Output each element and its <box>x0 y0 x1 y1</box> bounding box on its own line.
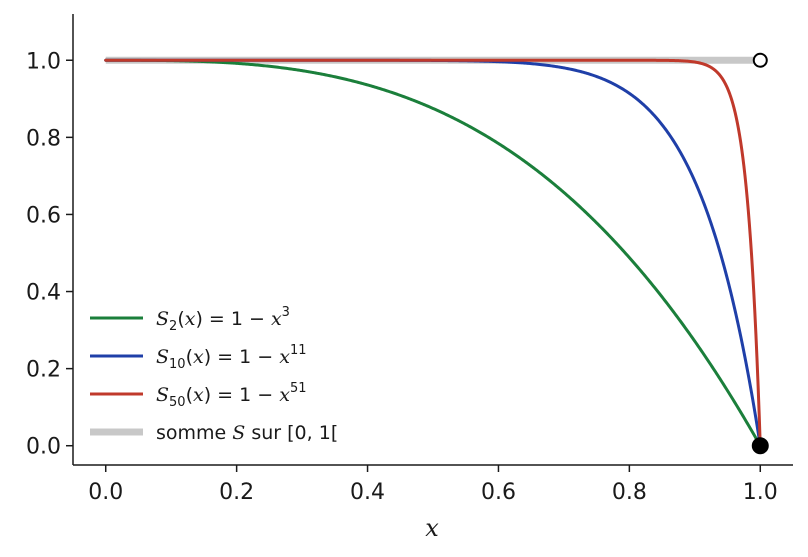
legend-label-1: S10(x) = 1 − x11 <box>156 343 306 372</box>
plot-area <box>104 52 769 455</box>
x-tick-label: 0.6 <box>481 480 516 505</box>
y-tick-label: 0.6 <box>26 203 61 228</box>
x-axis-title: x <box>425 514 439 542</box>
series-line-2 <box>104 58 762 448</box>
legend-label-3: somme S sur [0, 1[ <box>156 422 338 444</box>
legend-label-0: S2(x) = 1 − x3 <box>156 305 290 334</box>
x-tick-label: 1.0 <box>743 480 778 505</box>
y-tick-label: 0.2 <box>26 358 61 383</box>
x-tick-label: 0.8 <box>612 480 647 505</box>
ticks: 0.0 0.2 0.4 0.6 0.8 1.0 0.0 0.2 0.4 0.6 0.8 1.0 <box>26 49 778 505</box>
legend: S2(x) = 1 − x3 S10(x) = 1 − x11 S50(x) = 1… <box>90 305 338 444</box>
y-tick-label: 0.0 <box>26 435 61 460</box>
series-line-0 <box>104 58 762 448</box>
y-tick-label: 1.0 <box>26 49 61 74</box>
open-circle-marker <box>752 52 768 68</box>
y-tick-label: 0.8 <box>26 126 61 151</box>
x-tick-label: 0.4 <box>350 480 385 505</box>
filled-circle-marker <box>751 437 769 455</box>
x-tick-label: 0.2 <box>219 480 254 505</box>
y-tick-label: 0.4 <box>26 281 61 306</box>
axes <box>72 14 793 466</box>
legend-label-2: S50(x) = 1 − x51 <box>156 381 306 410</box>
x-tick-label: 0.0 <box>88 480 123 505</box>
